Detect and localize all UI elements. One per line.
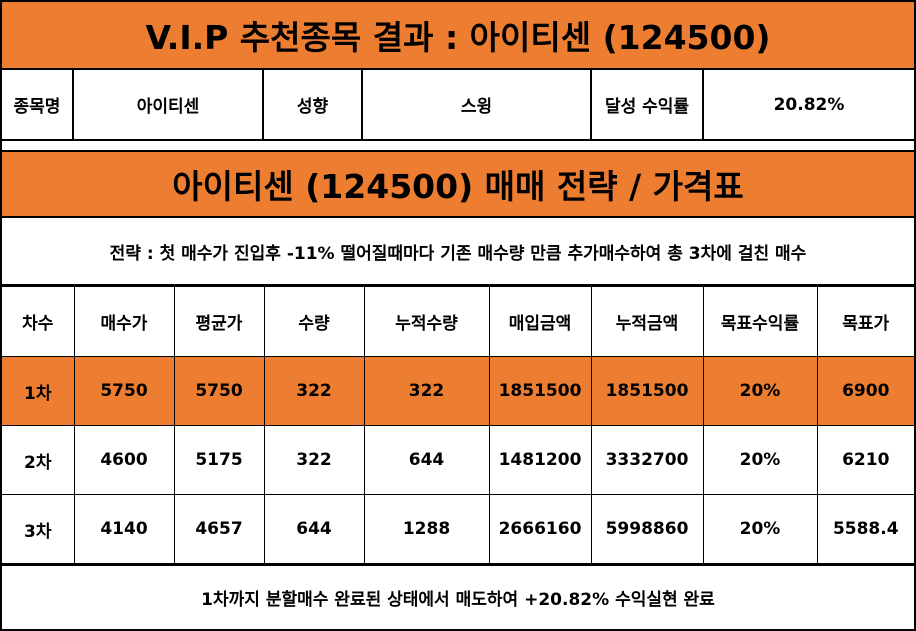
table-row: 3차 4140 4657 644 1288 2666160 5998860 20… xyxy=(2,494,914,564)
cell-target-return: 20% xyxy=(702,494,818,564)
header-target-price: 목표가 xyxy=(816,286,914,357)
cell-cum-amount: 5998860 xyxy=(590,494,704,564)
header-buy-price: 매수가 xyxy=(73,286,175,357)
table-row: 1차 5750 5750 322 322 1851500 1851500 20%… xyxy=(2,356,914,426)
cell-target-return: 20% xyxy=(702,356,818,426)
cell-target-return: 20% xyxy=(702,425,818,495)
stock-info-row: 종목명 아이티센 성향 스윙 달성 수익률 20.82% xyxy=(2,70,914,139)
page-title: V.I.P 추천종목 결과 : 아이티센 (124500) xyxy=(2,2,914,70)
cell-avg-price: 5750 xyxy=(173,356,265,426)
cell-buy-amount: 1851500 xyxy=(488,356,592,426)
header-target-return: 목표수익률 xyxy=(702,286,818,357)
style-value: 스윙 xyxy=(363,70,592,139)
header-cum-amount: 누적금액 xyxy=(590,286,704,357)
return-value: 20.82% xyxy=(773,94,845,115)
header-avg-price: 평균가 xyxy=(173,286,265,357)
stock-name-value: 아이티센 xyxy=(74,70,264,139)
cell-quantity: 322 xyxy=(263,356,365,426)
cell-target-price: 5588.4 xyxy=(816,494,914,564)
strategy-title: 아이티센 (124500) 매매 전략 / 가격표 xyxy=(2,150,914,218)
cell-cum-quantity: 322 xyxy=(363,356,490,426)
header-cum-quantity: 누적수량 xyxy=(363,286,490,357)
table-header-row: 차수 매수가 평균가 수량 누적수량 매입금액 누적금액 목표수익률 목표가 xyxy=(2,286,914,357)
result-footer: 1차까지 분할매수 완료된 상태에서 매도하여 +20.82% 수익실현 완료 xyxy=(2,564,914,629)
table-row: 2차 4600 5175 322 644 1481200 3332700 20%… xyxy=(2,425,914,495)
cell-buy-price: 4140 xyxy=(73,494,175,564)
cell-buy-price: 5750 xyxy=(73,356,175,426)
strategy-description: 전략 : 첫 매수가 진입후 -11% 떨어질때마다 기존 매수량 만큼 추가매… xyxy=(2,218,914,286)
cell-cum-quantity: 644 xyxy=(363,425,490,495)
stock-name-label: 종목명 xyxy=(2,70,74,139)
cell-buy-price: 4600 xyxy=(73,425,175,495)
cell-quantity: 644 xyxy=(263,494,365,564)
price-table: 차수 매수가 평균가 수량 누적수량 매입금액 누적금액 목표수익률 목표가 1… xyxy=(2,286,914,564)
cell-buy-amount: 1481200 xyxy=(488,425,592,495)
cell-avg-price: 5175 xyxy=(173,425,265,495)
cell-target-price: 6210 xyxy=(816,425,914,495)
cell-target-price: 6900 xyxy=(816,356,914,426)
header-quantity: 수량 xyxy=(263,286,365,357)
cell-round: 1차 xyxy=(2,356,75,426)
cell-quantity: 322 xyxy=(263,425,365,495)
cell-round: 2차 xyxy=(2,425,75,495)
return-label: 달성 수익률 xyxy=(592,70,704,139)
cell-cum-amount: 3332700 xyxy=(590,425,704,495)
cell-cum-quantity: 1288 xyxy=(363,494,490,564)
header-round: 차수 xyxy=(2,286,75,357)
style-label: 성향 xyxy=(264,70,363,139)
cell-buy-amount: 2666160 xyxy=(488,494,592,564)
cell-cum-amount: 1851500 xyxy=(590,356,704,426)
section-divider xyxy=(2,139,914,150)
header-buy-amount: 매입금액 xyxy=(488,286,592,357)
cell-avg-price: 4657 xyxy=(173,494,265,564)
cell-round: 3차 xyxy=(2,494,75,564)
